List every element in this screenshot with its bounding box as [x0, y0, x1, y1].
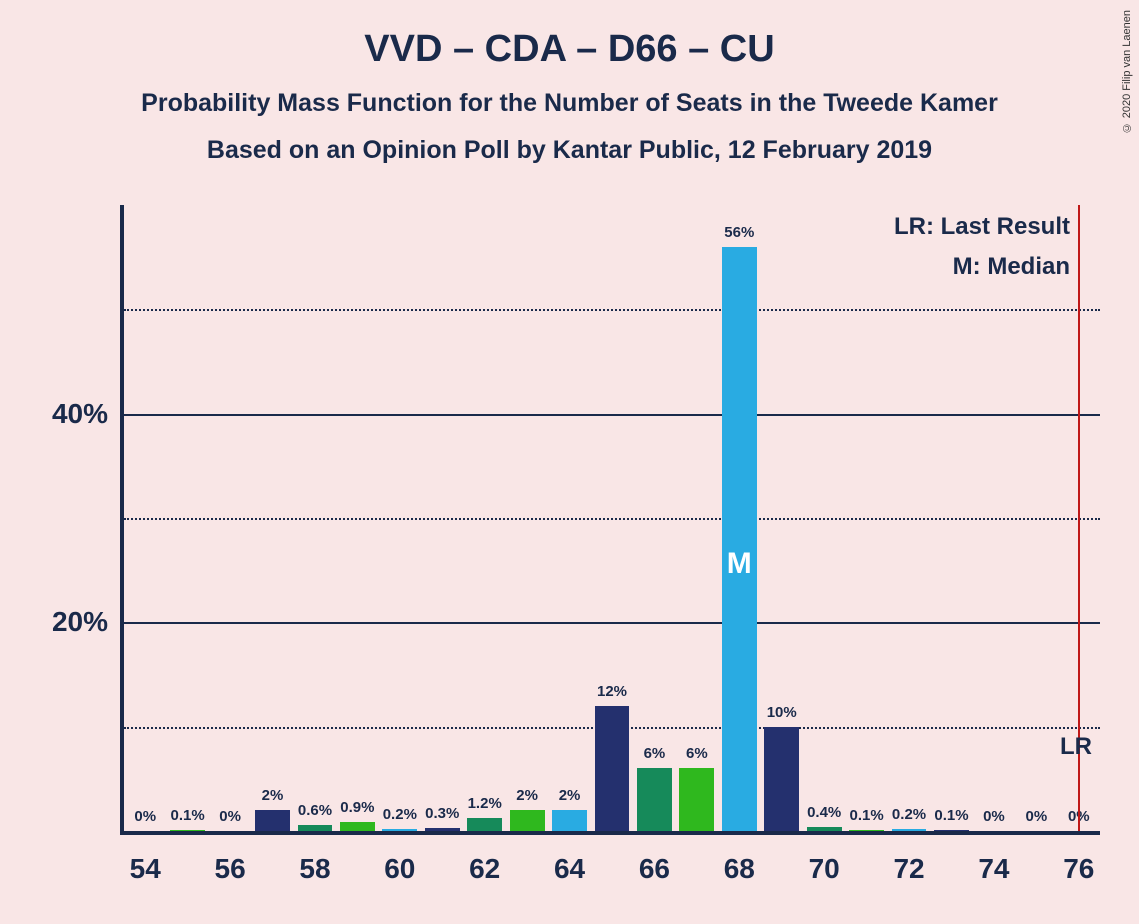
bar-value-label: 0.1% — [849, 807, 883, 824]
x-axis-label: 70 — [809, 853, 840, 885]
bar — [934, 830, 969, 831]
x-axis-label: 60 — [384, 853, 415, 885]
bar — [298, 825, 333, 831]
last-result-label: LR — [1060, 733, 1092, 761]
copyright-text: © 2020 Filip van Laenen — [1121, 10, 1133, 133]
x-axis-label: 56 — [215, 853, 246, 885]
bar-value-label: 6% — [644, 745, 666, 762]
gridline-minor — [124, 518, 1100, 520]
legend-lr: LR: Last Result — [894, 213, 1070, 241]
chart-subtitle-2: Based on an Opinion Poll by Kantar Publi… — [0, 136, 1139, 165]
gridline-major — [124, 414, 1100, 416]
x-axis-label: 74 — [978, 853, 1009, 885]
bar-value-label: 56% — [724, 224, 754, 241]
bar — [679, 768, 714, 831]
x-axis-label: 76 — [1063, 853, 1094, 885]
bar-value-label: 2% — [516, 787, 538, 804]
chart-title: VVD – CDA – D66 – CU — [0, 0, 1139, 71]
bar — [722, 247, 757, 831]
bar — [255, 810, 290, 831]
bar-value-label: 0.6% — [298, 802, 332, 819]
bar — [382, 829, 417, 831]
x-axis-label: 54 — [130, 853, 161, 885]
bar — [595, 706, 630, 831]
bar — [425, 828, 460, 831]
bar-value-label: 0% — [219, 808, 241, 825]
bar-value-label: 0% — [134, 808, 156, 825]
bar-value-label: 0.2% — [383, 806, 417, 823]
y-axis-label: 40% — [52, 398, 108, 430]
bar-value-label: 0% — [983, 808, 1005, 825]
bar-value-label: 2% — [262, 787, 284, 804]
bar — [170, 830, 205, 831]
x-axis-label: 58 — [299, 853, 330, 885]
x-axis-label: 66 — [639, 853, 670, 885]
bar-value-label: 0.1% — [934, 807, 968, 824]
bar-value-label: 0% — [1026, 808, 1048, 825]
chart-area: 20%40%0%0.1%0%2%0.6%0.9%0.2%0.3%1.2%2%2%… — [120, 205, 1100, 835]
gridline-minor — [124, 309, 1100, 311]
bar-value-label: 0.2% — [892, 806, 926, 823]
bar-value-label: 0.3% — [425, 805, 459, 822]
bar-value-label: 12% — [597, 683, 627, 700]
bar — [467, 818, 502, 831]
x-axis-label: 64 — [554, 853, 585, 885]
y-axis — [120, 205, 124, 835]
chart-subtitle-1: Probability Mass Function for the Number… — [0, 89, 1139, 118]
bar-value-label: 0.4% — [807, 804, 841, 821]
gridline-major — [124, 622, 1100, 624]
bar — [849, 830, 884, 831]
bar — [892, 829, 927, 831]
bar-value-label: 0.1% — [171, 807, 205, 824]
x-axis — [120, 831, 1100, 835]
bar — [340, 822, 375, 831]
x-axis-label: 68 — [724, 853, 755, 885]
bar — [510, 810, 545, 831]
bar — [764, 727, 799, 831]
y-axis-label: 20% — [52, 606, 108, 638]
legend-median: M: Median — [953, 253, 1070, 281]
x-axis-label: 62 — [469, 853, 500, 885]
x-axis-label: 72 — [893, 853, 924, 885]
bar-value-label: 2% — [559, 787, 581, 804]
bar-value-label: 0.9% — [340, 799, 374, 816]
bar-value-label: 1.2% — [468, 795, 502, 812]
bar — [552, 810, 587, 831]
bar — [637, 768, 672, 831]
bar-value-label: 6% — [686, 745, 708, 762]
bar-value-label: 10% — [767, 704, 797, 721]
median-label: M — [727, 547, 752, 581]
bar — [807, 827, 842, 831]
